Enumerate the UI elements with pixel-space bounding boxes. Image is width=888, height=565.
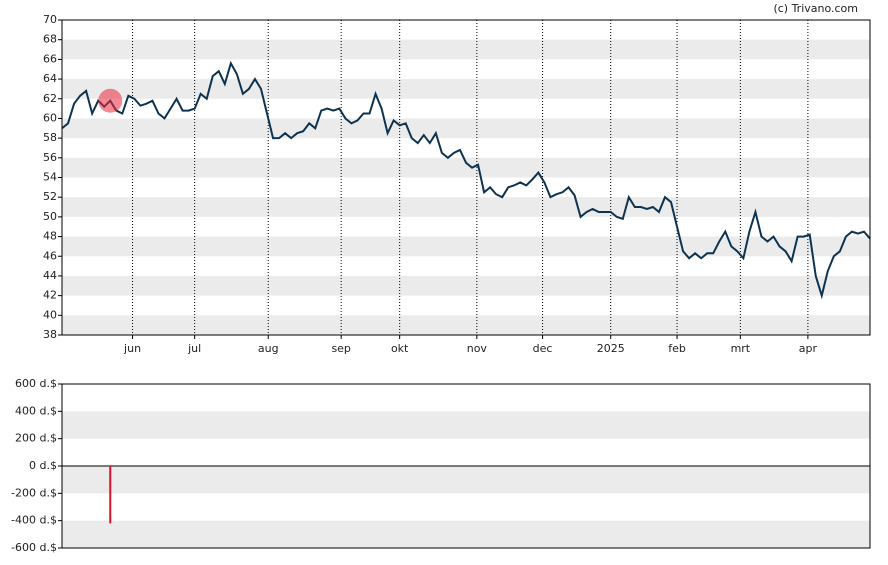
y-tick-label: 0 d.$ (29, 459, 57, 472)
y-tick-label: 60 (43, 111, 57, 124)
y-tick-label: 70 (43, 13, 57, 26)
y-tick-label: -400 d.$ (11, 514, 57, 527)
event-marker (98, 88, 123, 113)
x-tick-label: dec (533, 342, 553, 355)
y-tick-label: 52 (43, 190, 57, 203)
y-tick-label: 42 (43, 289, 57, 302)
x-tick-label: nov (467, 342, 488, 355)
x-tick-label: sep (331, 342, 350, 355)
price-line (61, 60, 871, 300)
y-tick-label: 44 (43, 269, 57, 282)
y-tick-label: 54 (43, 171, 57, 184)
grid-band (62, 39, 870, 60)
y-tick-label: 68 (43, 33, 57, 46)
y-tick-label: -600 d.$ (11, 541, 57, 554)
x-tick-label: 2025 (597, 342, 625, 355)
grid-band (62, 79, 870, 99)
grid-band (62, 118, 870, 139)
bar (109, 466, 112, 524)
x-tick-label: jul (187, 342, 201, 355)
grid-band (62, 315, 870, 335)
x-tick-label: mrt (731, 342, 751, 355)
y-tick-label: 38 (43, 328, 57, 341)
y-tick-label: 62 (43, 92, 57, 105)
y-tick-label: 40 (43, 308, 57, 321)
y-tick-label: 46 (43, 249, 57, 262)
y-tick-label: 56 (43, 151, 57, 164)
y-tick-label: 64 (43, 72, 57, 85)
grid-band (62, 520, 870, 548)
grid-band (62, 157, 870, 178)
grid-band (62, 275, 870, 296)
y-tick-label: 48 (43, 230, 57, 243)
grid-band (62, 411, 870, 439)
grid-band (62, 466, 870, 494)
y-tick-label: 50 (43, 210, 57, 223)
x-tick-label: okt (391, 342, 409, 355)
x-tick-label: feb (668, 342, 686, 355)
grid-band (62, 197, 870, 217)
x-tick-label: jun (123, 342, 141, 355)
y-tick-label: 600 d.$ (15, 377, 57, 390)
y-tick-label: -200 d.$ (11, 486, 57, 499)
x-tick-label: apr (799, 342, 818, 355)
grid-band (62, 236, 870, 257)
y-tick-label: 200 d.$ (15, 432, 57, 445)
y-tick-label: 400 d.$ (15, 404, 57, 417)
plot-frame (61, 383, 871, 549)
y-tick-label: 58 (43, 131, 57, 144)
credit: (c) Trivano.com (773, 2, 858, 15)
x-tick-label: aug (258, 342, 279, 355)
plot-frame (61, 19, 871, 336)
y-tick-label: 66 (43, 52, 57, 65)
